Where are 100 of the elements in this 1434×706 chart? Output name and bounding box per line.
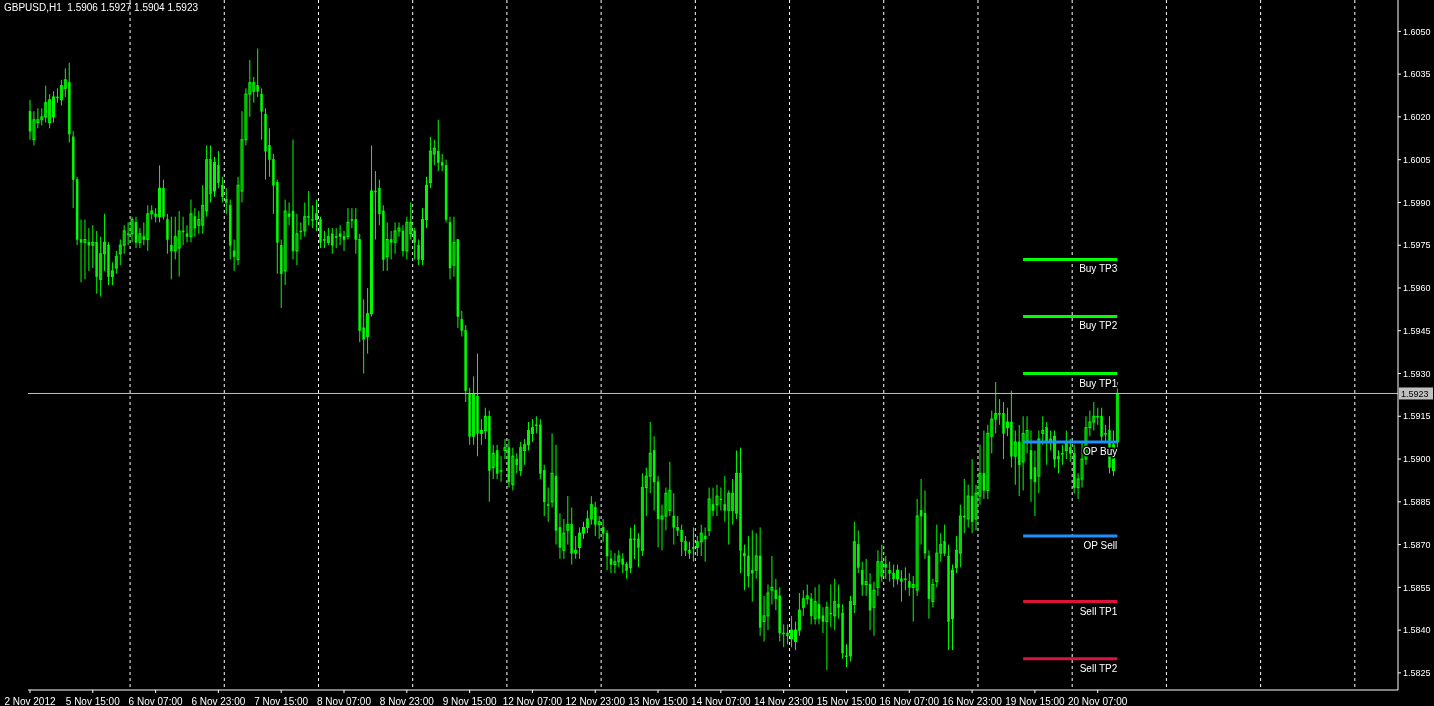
candlestick [319,216,322,249]
candlestick [311,204,314,229]
x-tick-label: 15 Nov 15:00 [816,696,877,706]
candlestick [260,87,263,141]
ref-line-label: Buy TP2 [1079,320,1118,332]
x-tick-label: 5 Nov 15:00 [65,696,121,706]
candlestick [743,544,746,591]
candlestick [256,47,259,98]
candlestick [994,381,998,434]
candlestick [692,526,695,563]
x-tick-label: 12 Nov 23:00 [565,696,626,706]
x-tick-label: 16 Nov 07:00 [879,696,940,706]
candlestick [114,250,118,275]
x-tick-label: 9 Nov 15:00 [442,696,498,706]
candlestick [723,475,727,523]
candlestick [680,524,683,557]
candlestick [405,216,409,260]
candlestick [958,504,962,568]
candlestick [613,552,617,574]
y-tick-label: 1.5840 [1403,625,1431,636]
candlestick [1021,415,1025,491]
candlestick [1100,407,1103,443]
ref-line-label: Buy TP1 [1079,377,1118,389]
y-tick-label: 1.5960 [1403,283,1431,294]
x-tick-label: 19 Nov 15:00 [1005,696,1066,706]
candlestick [428,136,432,189]
candlestick [283,199,287,286]
x-tick-label: 2 Nov 2012 [4,696,56,706]
candlestick [173,216,177,260]
x-tick-label: 14 Nov 23:00 [753,696,814,706]
x-tick-label: 7 Nov 15:00 [254,696,309,706]
y-tick-label: 1.5975 [1403,240,1431,251]
candlestick [170,216,173,280]
candlestick [699,524,703,557]
y-tick-label: 1.5930 [1403,368,1431,379]
candlestick [225,187,228,215]
y-tick-label: 1.6020 [1403,112,1431,123]
candlestick [966,484,970,528]
candlestick [970,458,974,534]
candlestick [621,552,624,574]
candlestick [1017,424,1021,497]
y-tick-label: 1.5900 [1403,454,1431,465]
candlestick [640,472,644,557]
x-tick-label: 13 Nov 15:00 [628,696,689,706]
candlestick [801,589,805,617]
candlestick [52,90,56,124]
candlestick [530,418,534,443]
candlestick [829,584,833,628]
candlestick [896,564,900,585]
candlestick [213,156,216,198]
candlestick [837,584,840,620]
candlestick [99,236,103,298]
y-tick-label: 1.5990 [1403,197,1431,208]
candlestick [48,93,52,129]
candlestick [751,529,754,603]
candlestick [786,623,789,645]
x-tick-label: 20 Nov 07:00 [1067,696,1128,706]
candlestick [437,119,440,172]
candlestick [393,221,397,255]
candlestick [1092,401,1096,432]
candlestick [146,204,150,252]
ref-line-label: Sell TP2 [1079,662,1118,674]
x-tick-label: 6 Nov 23:00 [191,696,246,706]
y-tick-label: 1.5855 [1403,582,1431,593]
candlestick [472,375,476,446]
candlestick [166,213,169,255]
y-tick-label: 1.6005 [1403,154,1431,165]
candlestick [884,555,888,580]
candlestick [1061,444,1064,466]
candlestick [217,150,220,189]
candlestick [527,421,531,451]
candlestick [888,561,891,583]
ref-line-label: OP Sell [1083,540,1118,552]
y-tick-label: 1.5870 [1403,539,1431,550]
candlestick [495,444,499,480]
candlestick [900,569,903,603]
candlestick [908,572,911,597]
x-tick-label: 8 Nov 07:00 [317,696,372,706]
candlestick [1064,430,1068,460]
y-tick-label: 1.6050 [1403,26,1431,37]
candlestick [629,526,633,574]
x-tick-label: 16 Nov 23:00 [942,696,1003,706]
ref-line-label: Sell TP1 [1079,605,1118,617]
candlestick [1053,430,1057,469]
candlestick [1115,381,1119,449]
x-tick-label: 14 Nov 07:00 [691,696,752,706]
candlestick [44,85,48,124]
candlestick [134,216,138,249]
candlestick [1002,401,1005,460]
candlestick [892,564,895,588]
candlestick [177,210,181,278]
y-tick-label: 1.5885 [1403,497,1431,508]
x-tick-label: 6 Nov 07:00 [128,696,183,706]
candlestick [695,535,699,557]
x-tick-label: 8 Nov 23:00 [379,696,435,706]
candlestick [578,526,582,560]
candlestick [747,535,750,588]
y-tick-label: 1.5915 [1403,411,1431,422]
candlestick [295,213,299,266]
candlestick [189,199,193,243]
